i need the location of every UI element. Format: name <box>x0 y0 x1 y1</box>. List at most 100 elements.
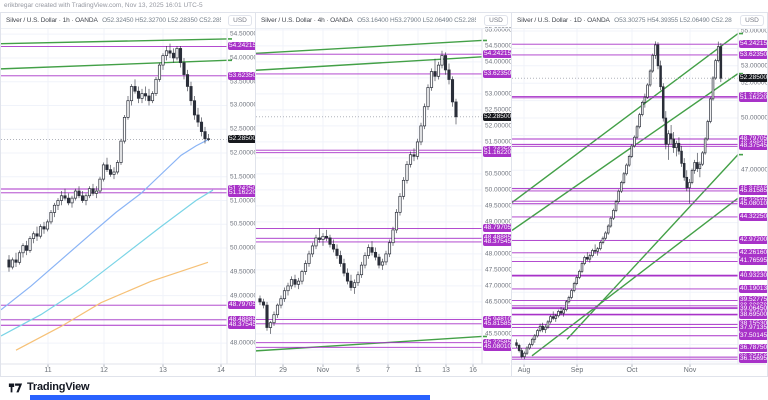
level-price-label: 48.79705 <box>483 224 512 233</box>
symbol-title: Silver / U.S. Dollar · 1h · OANDA <box>6 17 98 24</box>
currency-button[interactable]: USD <box>484 15 508 26</box>
price-grid-label: 54.50000 <box>230 30 256 38</box>
chart-legend: Silver / U.S. Dollar · 1D · OANDA O53.30… <box>517 13 732 28</box>
tradingview-logo[interactable]: TradingView <box>8 380 90 394</box>
time-axis-label: Aug <box>517 367 531 374</box>
level-price-label: 45.81585 <box>739 186 768 195</box>
price-grid-label: 52.00000 <box>230 149 256 157</box>
time-axis-label: 7 <box>386 367 390 374</box>
price-grid-label: 52.00000 <box>485 122 512 130</box>
time-axis-label: Oct <box>626 367 638 374</box>
price-grid-label: 52.50000 <box>230 125 256 133</box>
chart-panel-1d: Silver / U.S. Dollar · 1D · OANDA O53.30… <box>512 12 768 377</box>
level-price-label: 54.24215 <box>228 42 256 51</box>
symbol-title: Silver / U.S. Dollar · 4h · OANDA <box>261 17 353 24</box>
ohlc-readout: O53.30275 H54.39355 L52.06490 C52.28500… <box>614 17 732 24</box>
time-axis-label: 13 <box>159 367 167 374</box>
level-price-label: 53.62350 <box>228 71 256 80</box>
last-price-label: 52.28500 <box>739 74 768 83</box>
level-price-label: 45.94810 <box>483 315 511 324</box>
level-price-label: 45.22585 <box>483 338 512 347</box>
price-grid-label: 49.50000 <box>485 202 512 210</box>
level-price-label: 41.76595 <box>739 257 768 266</box>
price-grid-label: 46.50000 <box>485 298 512 306</box>
time-axis-label: Nov <box>683 367 697 374</box>
chart-legend: Silver / U.S. Dollar · 4h · OANDA O53.16… <box>261 13 476 28</box>
price-grid-label: 54.00000 <box>230 54 256 62</box>
currency-button[interactable]: USD <box>228 15 252 26</box>
level-price-label: 48.37545 <box>483 237 512 246</box>
level-price-label: 42.97200 <box>739 236 768 245</box>
time-axis-label: 5 <box>356 367 360 374</box>
level-price-label: 54.24215 <box>483 50 512 59</box>
level-price-label: 51.16220 <box>483 148 512 157</box>
time-axis-label: 16 <box>469 367 477 374</box>
tradingview-logo-icon <box>8 383 23 392</box>
level-price-label: 39.06450 <box>739 304 768 313</box>
price-grid-label: 48.00000 <box>485 250 512 258</box>
level-price-label: 44.32250 <box>739 212 768 221</box>
price-grid-label: 50.00000 <box>741 114 768 122</box>
price-grid-label: 50.50000 <box>230 220 256 228</box>
level-price-label: 48.79705 <box>228 301 256 310</box>
price-grid-label: 55.00000 <box>485 26 512 34</box>
level-price-label: 48.37545 <box>228 321 256 330</box>
ohlc-readout: O53.16400 H53.27900 L52.06490 C52.28500… <box>357 17 476 24</box>
price-grid-label: 49.00000 <box>230 292 256 300</box>
time-axis-label: 11 <box>414 367 422 374</box>
footer-bar: TradingView <box>0 377 768 400</box>
level-price-label: 45.08010 <box>483 343 512 352</box>
price-grid-label: 51.50000 <box>485 138 512 146</box>
level-price-label: 38.69500 <box>739 310 768 319</box>
level-price-label: 54.24215 <box>739 40 768 49</box>
chart-svg <box>256 28 510 367</box>
level-price-label: 48.79705 <box>739 135 768 143</box>
level-price-label: 51.16220 <box>739 93 768 102</box>
price-grid-label: 49.00000 <box>485 218 512 226</box>
level-price-label: 36.15695 <box>739 355 768 364</box>
price-grid-label: 51.50000 <box>230 173 256 181</box>
ohlc-readout: O52.32450 H52.32700 L52.28350 C52.28500… <box>102 17 221 24</box>
currency-button[interactable]: USD <box>740 15 764 26</box>
time-axis-label: 11 <box>44 367 52 374</box>
chart-panel-4h: Silver / U.S. Dollar · 4h · OANDA O53.16… <box>256 12 512 377</box>
last-price-label: 52.28500 <box>483 112 512 121</box>
last-price-label: 52.28500 <box>228 135 256 144</box>
price-grid-label: 47.00000 <box>485 282 512 290</box>
level-price-label: 37.97135 <box>739 323 768 332</box>
time-axis-label: 29 <box>279 367 287 374</box>
price-grid-label: 47.00000 <box>741 166 768 174</box>
price-grid-label: 53.50000 <box>230 78 256 86</box>
level-price-label: 51.16220 <box>228 188 256 197</box>
level-price-label: 40.19013 <box>739 284 768 293</box>
time-axis-label: 14 <box>217 367 225 374</box>
chart-canvas-4h[interactable]: 55.00000 54.50000 54.00000 53.00000 52.50000… <box>256 26 512 376</box>
level-price-label: 53.62350 <box>739 50 768 59</box>
price-grid-label: 55.00000 <box>741 27 768 35</box>
attribution-text: erikbregar created with TradingView.com,… <box>4 2 203 9</box>
header-divider <box>512 28 767 29</box>
level-price-label: 45.81585 <box>483 319 512 328</box>
chart-legend: Silver / U.S. Dollar · 1h · OANDA O52.32… <box>6 13 221 28</box>
price-grid-label: 54.00000 <box>485 58 512 66</box>
price-grid-label: 49.50000 <box>230 268 256 276</box>
level-price-label: 42.26160 <box>739 248 768 257</box>
bottom-blue-strip <box>30 395 430 400</box>
time-axis-label: Nov <box>316 367 330 374</box>
chart-canvas-1d[interactable]: 55.00000 53.00000 52.00000 50.00000 47.00000… <box>512 27 768 376</box>
chart-panel-1h: Silver / U.S. Dollar · 1h · OANDA O52.32… <box>0 12 256 377</box>
price-grid-label: 47.50000 <box>485 266 512 274</box>
time-axis-label: Sep <box>570 367 584 374</box>
header-divider <box>1 28 255 29</box>
level-price-label: 39.52775 <box>739 296 768 305</box>
chart-svg <box>1 28 255 367</box>
level-price-label: 37.50145 <box>739 331 768 340</box>
brand-text: TradingView <box>27 381 90 393</box>
chart-svg <box>512 28 766 367</box>
chart-canvas-1h[interactable]: 54.50000 54.00000 53.50000 53.00000 52.50000… <box>1 28 256 376</box>
price-grid-label: 52.50000 <box>485 106 512 114</box>
level-price-label: 48.37545 <box>739 142 768 151</box>
price-grid-label: 53.00000 <box>485 90 512 98</box>
header-divider <box>256 28 511 29</box>
